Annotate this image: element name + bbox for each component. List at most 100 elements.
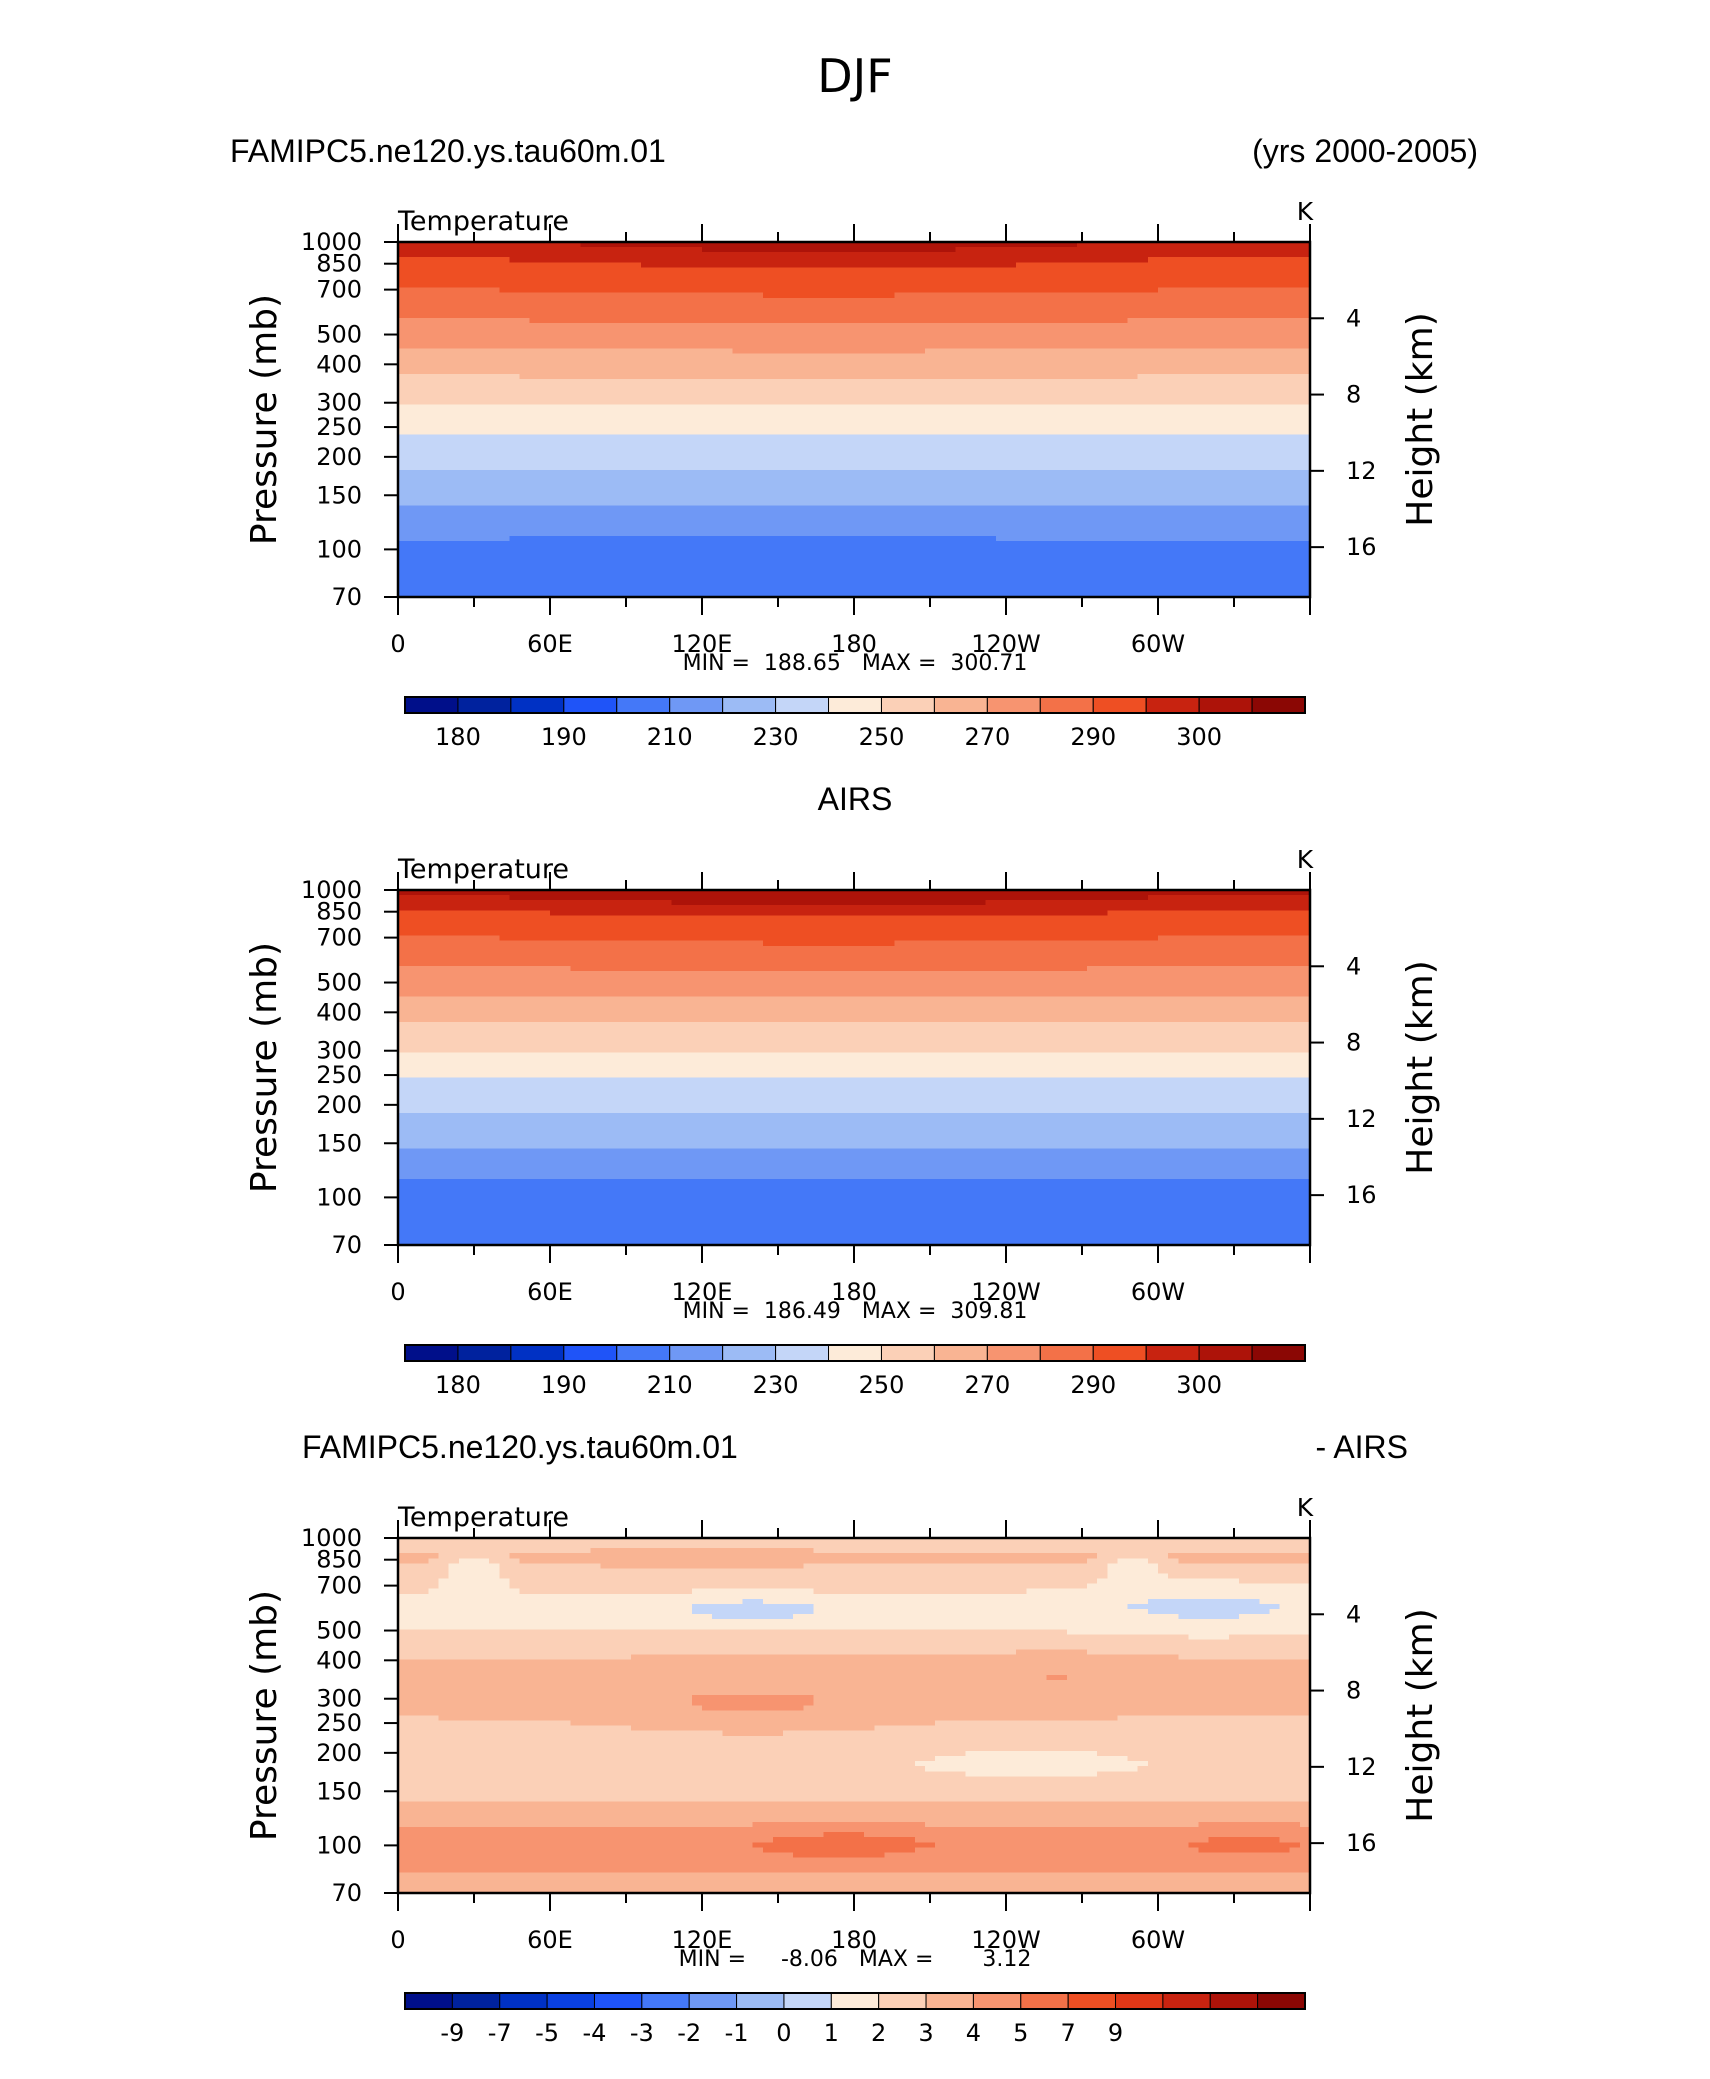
field-cell [661,465,673,471]
field-cell [1147,363,1159,370]
field-cell [529,363,541,370]
field-cell [651,252,663,258]
field-cell [610,282,622,289]
field-cell [955,242,967,248]
field-cell [712,490,723,497]
field-cell [985,424,997,431]
field-cell [1299,287,1311,294]
field-cell [833,515,845,522]
field-cell [468,292,480,299]
field-cell [1178,297,1189,304]
field-cell [499,292,511,299]
field-cell [631,368,642,375]
field-cell [418,505,429,512]
field-cell [408,485,419,492]
field-cell [1046,292,1058,299]
field-cell [1289,480,1301,487]
field-cell [641,338,652,345]
field-cell [1107,323,1119,329]
field-cell [955,252,967,258]
field-cell [408,373,419,380]
field-cell [1147,353,1159,360]
field-cell [1168,455,1179,461]
field-cell [752,399,764,405]
field-cell [712,373,723,380]
field-cell [1289,505,1301,512]
field-cell [499,262,511,268]
field-cell [428,252,440,258]
field-cell [570,247,581,253]
field-cell [793,500,804,507]
field-cell [864,475,875,481]
field-cell [1046,475,1058,481]
field-cell [641,505,652,512]
field-cell [935,490,946,497]
field-cell [894,475,906,481]
field-cell [833,287,845,294]
field-cell [884,449,896,456]
field-cell [681,267,693,274]
field-cell [742,297,754,304]
field-cell [570,358,581,365]
field-cell [783,328,794,334]
field-cell [1218,439,1230,446]
field-cell [904,505,916,512]
field-cell [762,338,774,345]
field-cell [499,414,511,421]
field-cell [1279,262,1291,268]
field-cell [1046,247,1058,253]
field-cell [1107,419,1119,426]
field-cell [398,399,409,405]
field-cell [691,460,703,466]
field-cell [985,378,997,385]
field-cell [1158,485,1169,492]
field-cell [1299,515,1311,522]
field-cell [590,348,602,355]
field-cell [1178,404,1189,410]
field-cell [1198,262,1210,268]
field-cell [661,353,673,360]
field-cell [661,424,673,431]
field-cell [935,500,946,507]
field-cell [448,394,460,400]
field-cell [732,343,744,350]
field-cell [489,500,500,507]
field-cell [752,287,764,294]
field-cell [1178,282,1189,289]
field-cell [428,338,440,345]
field-cell [712,419,723,426]
field-cell [1147,318,1159,324]
field-cell [539,373,551,380]
field-cell [793,465,804,471]
field-cell [550,394,561,400]
field-cell [1269,323,1281,329]
field-cell [448,429,460,436]
field-cell [752,439,764,446]
field-cell [641,323,652,329]
field-cell [854,515,865,522]
field-cell [438,378,450,385]
field-cell [560,384,571,390]
field-cell [468,262,480,268]
field-cell [1137,465,1149,471]
field-cell [833,490,845,497]
field-cell [874,414,885,421]
field-cell [854,460,865,466]
field-cell [854,490,865,497]
field-cell [1036,465,1048,471]
field-cell [1279,267,1291,274]
field-cell [1006,307,1017,314]
field-cell [1127,313,1139,319]
field-cell [914,455,926,461]
field-cell [813,368,825,375]
field-cell [762,318,774,324]
field-cell [1076,363,1088,370]
field-cell [1036,333,1048,339]
field-cell [864,460,875,466]
field-cell [1137,252,1149,258]
field-cell [904,394,916,400]
field-cell [1087,480,1098,487]
field-cell [803,404,815,410]
field-cell [570,378,581,385]
field-cell [651,475,663,481]
